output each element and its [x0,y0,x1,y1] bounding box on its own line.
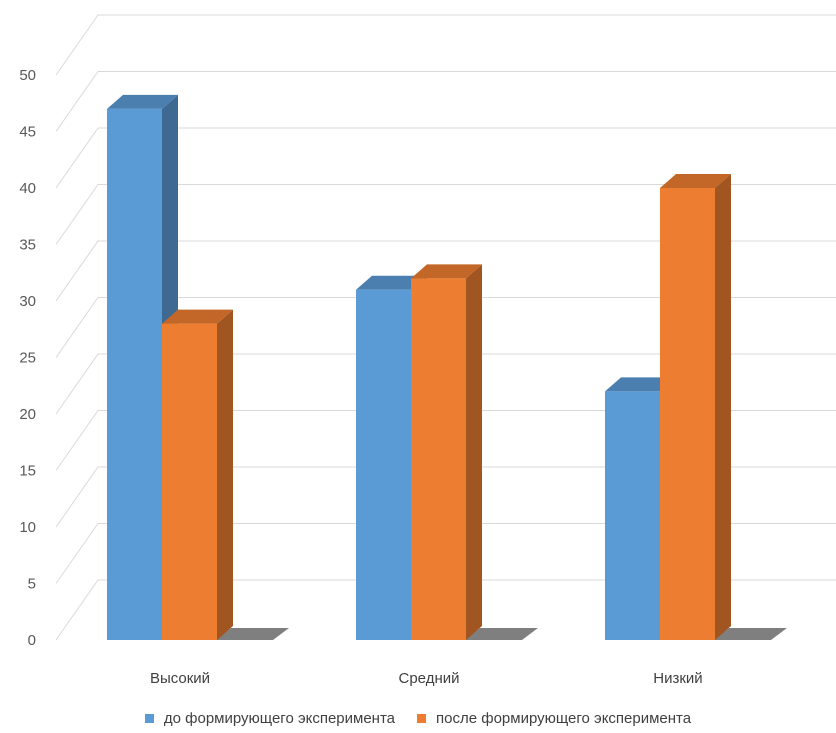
y-tick-label: 50 [19,67,36,84]
y-tick-label: 15 [19,463,36,480]
legend-item-after: после формирующего эксперимента [417,707,691,729]
y-tick-label: 20 [19,406,36,423]
x-category-label: Низкий [653,670,702,687]
gridline [55,14,836,76]
legend-item-before: до формирующего эксперимента [144,707,396,729]
y-tick-label: 30 [19,293,36,310]
legend-label-before: до формирующего эксперимента [163,709,396,727]
legend-swatch-before [144,713,154,723]
bar-floor-shadow [464,628,538,640]
y-tick-label: 5 [28,576,36,593]
y-tick-label: 25 [19,350,36,367]
gridline [55,240,836,302]
bar-chart: 0 5 10 15 20 25 30 35 40 45 50 Высокий Средний Низки… [19,14,836,687]
y-tick-label: 40 [19,180,36,197]
y-tick-label: 0 [28,632,36,649]
y-tick-label: 35 [19,237,36,254]
x-axis: Высокий Средний Низкий [150,670,703,687]
gridline [55,579,836,641]
gridline [55,410,836,471]
bar-floor-shadow [215,628,289,640]
gridlines [55,14,836,641]
y-tick-label: 10 [19,519,36,536]
bar-after [411,264,482,640]
x-category-label: Средний [399,670,460,687]
gridline [55,523,836,584]
gridline [55,184,836,245]
gridline [55,353,836,415]
x-category-label: Высокий [150,670,210,687]
legend-swatch-after [417,713,427,723]
y-tick-label: 45 [19,124,36,141]
gridline [55,71,836,132]
bar-after [660,174,731,640]
y-axis: 0 5 10 15 20 25 30 35 40 45 50 [19,67,36,649]
floor-shadows [215,628,787,640]
bars [107,94,731,640]
gridline [55,466,836,528]
bar-after [162,309,233,640]
bar-floor-shadow [713,628,787,640]
legend-label-after: после формирующего эксперимента [436,709,692,727]
gridline [55,127,836,189]
gridline [55,297,836,358]
legend: до формирующего эксперимента после форми… [0,707,836,729]
